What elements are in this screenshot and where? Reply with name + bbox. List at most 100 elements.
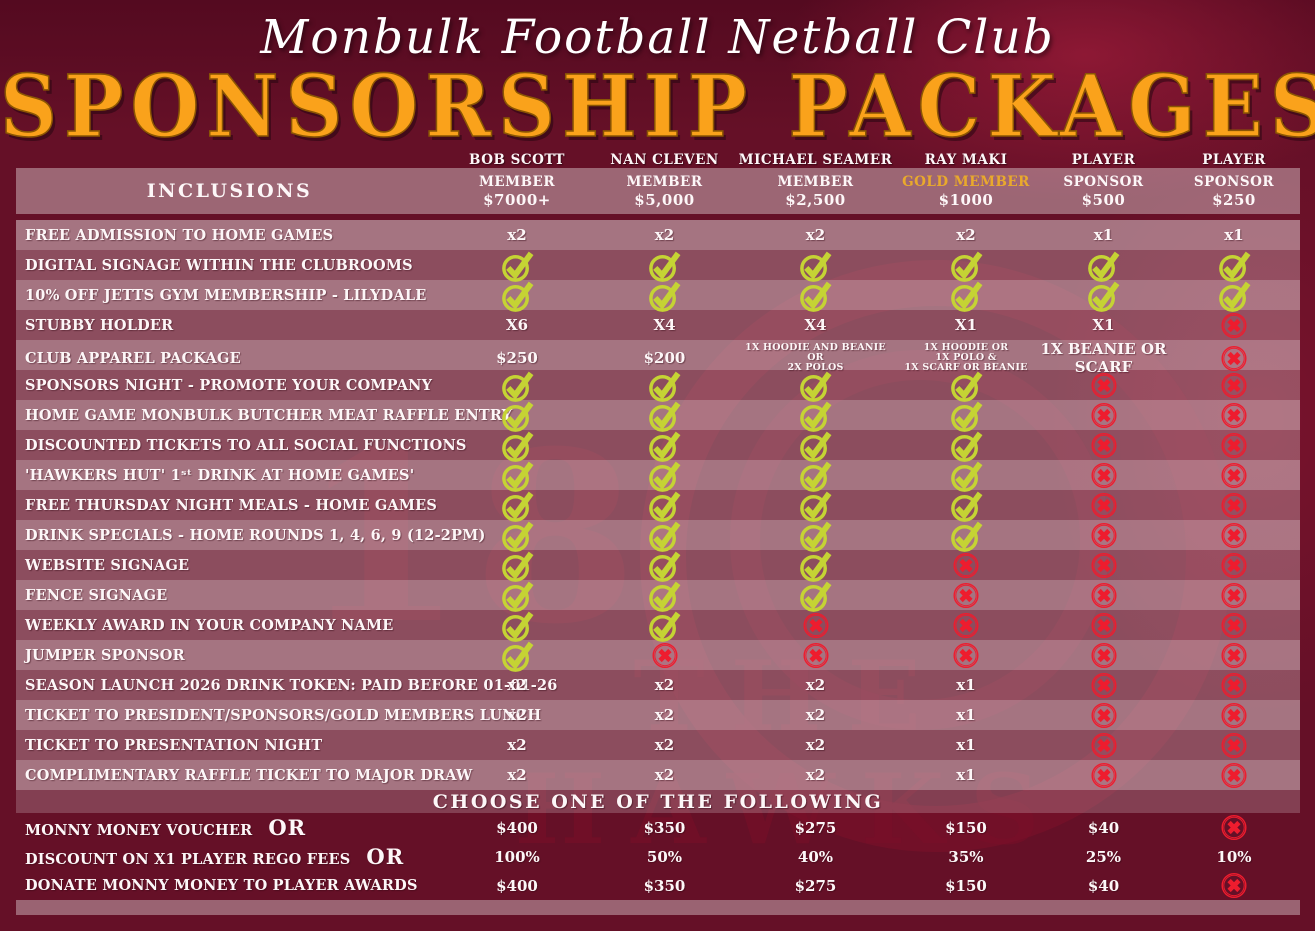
cell-mark xyxy=(738,581,893,612)
row-label: 10% OFF JETTS GYM MEMBERSHIP - LILYDALE xyxy=(25,286,427,304)
cell-mark xyxy=(1039,582,1168,608)
cell-value: x2 xyxy=(654,706,675,724)
cross-icon xyxy=(949,609,983,642)
cross-icon xyxy=(1087,459,1121,492)
package-tier: GOLD MEMBER xyxy=(902,174,1030,190)
cell-value: x2 xyxy=(654,676,675,694)
cell-mark xyxy=(1039,492,1168,518)
cell-mark xyxy=(1168,402,1300,428)
cell-mark xyxy=(893,582,1039,608)
check-icon xyxy=(948,518,985,553)
cell-mark xyxy=(443,281,591,312)
cross-icon xyxy=(1217,669,1251,702)
cell-mark xyxy=(1168,814,1300,841)
package-price: $1000 xyxy=(938,191,994,209)
cross-icon xyxy=(1217,609,1251,642)
cell-mark xyxy=(1168,372,1300,398)
package-name: RAY MAKI xyxy=(924,152,1008,168)
cell-mark xyxy=(443,611,591,642)
club-name: Monbulk Football Netball Club xyxy=(260,10,1055,65)
package-header: MEMBER $2,500 xyxy=(738,168,893,214)
cell-value: $40 xyxy=(1087,818,1120,837)
cross-icon xyxy=(1087,729,1121,762)
cell-value: $200 xyxy=(643,349,686,367)
package-price: $500 xyxy=(1081,191,1126,209)
package-name: MICHAEL SEAMER xyxy=(738,152,893,168)
cell-mark xyxy=(443,431,591,462)
cell-mark xyxy=(443,641,591,672)
cell-value: $250 xyxy=(496,349,538,367)
cell-mark xyxy=(1168,872,1300,899)
check-icon xyxy=(797,488,834,523)
cell-mark xyxy=(1168,612,1300,638)
cell-mark xyxy=(738,521,893,552)
package-header: GOLD MEMBER $1000 xyxy=(893,168,1039,214)
cell-mark xyxy=(893,521,1039,552)
package-price: $7000+ xyxy=(483,191,551,209)
cell-value: 35% xyxy=(948,847,984,866)
cell-mark xyxy=(1168,432,1300,458)
cell-value: $350 xyxy=(643,818,686,837)
cross-icon xyxy=(799,609,833,642)
table-row: DIGITAL SIGNAGE WITHIN THE CLUBROOMS xyxy=(16,250,1300,282)
cross-icon xyxy=(1087,489,1121,522)
table-body: FREE ADMISSION TO HOME GAMES x2 x2 x2 x2 x1 x1… xyxy=(16,220,1300,790)
cell-value: $40 xyxy=(1087,876,1120,895)
cell-mark xyxy=(893,431,1039,462)
package-header: MEMBER $7000+ xyxy=(443,168,591,214)
table-row: FENCE SIGNAGE xyxy=(16,579,1300,612)
check-icon xyxy=(797,368,834,403)
cell-mark xyxy=(893,642,1039,668)
cross-icon xyxy=(1217,729,1251,762)
cell-value: X1 xyxy=(954,316,978,334)
cell-mark xyxy=(738,461,893,492)
package-name: PLAYER xyxy=(1071,152,1136,168)
cell-mark xyxy=(1168,552,1300,578)
cell-mark xyxy=(738,551,893,582)
cell-value: 1X HOODIE AND BEANIE OR 2X POLOS xyxy=(745,342,886,373)
cell-mark xyxy=(1168,762,1300,788)
cross-icon xyxy=(1217,811,1251,844)
cell-mark xyxy=(1039,402,1168,428)
cell-value: 25% xyxy=(1085,847,1122,866)
cross-icon xyxy=(1217,519,1251,552)
row-label: COMPLIMENTARY RAFFLE TICKET TO MAJOR DRA… xyxy=(25,766,473,784)
cross-icon xyxy=(1217,579,1251,612)
row-label: DRINK SPECIALS - HOME ROUNDS 1, 4, 6, 9 … xyxy=(25,526,486,544)
cell-value: x2 xyxy=(805,226,826,244)
cell-mark xyxy=(443,401,591,432)
cross-icon xyxy=(949,549,983,582)
cell-mark xyxy=(591,551,738,582)
cell-mark xyxy=(1168,732,1300,758)
row-label: CLUB APPAREL PACKAGE xyxy=(25,349,241,367)
check-icon xyxy=(499,368,536,403)
cross-icon xyxy=(1087,579,1121,612)
check-icon xyxy=(499,428,536,463)
choose-body: MONNY MONEY VOUCHER OR $400 $350 $275 $150 $40… xyxy=(16,813,1300,900)
cell-mark xyxy=(443,461,591,492)
cell-mark xyxy=(893,461,1039,492)
cell-value: X1 xyxy=(1092,316,1115,334)
cell-mark xyxy=(738,431,893,462)
package-price: $250 xyxy=(1212,191,1256,209)
cell-mark xyxy=(443,251,591,282)
cell-mark xyxy=(893,371,1039,402)
cross-icon xyxy=(1217,309,1251,342)
table-row: TICKET TO PRESIDENT/SPONSORS/GOLD MEMBER… xyxy=(16,700,1300,730)
cell-mark xyxy=(738,251,893,282)
cross-icon xyxy=(1217,459,1251,492)
table-row: DISCOUNTED TICKETS TO ALL SOCIAL FUNCTIO… xyxy=(16,430,1300,462)
package-tier: SPONSOR xyxy=(1063,174,1144,190)
cross-icon xyxy=(1087,369,1121,402)
cell-value: X4 xyxy=(653,316,676,334)
cross-icon xyxy=(1087,639,1121,672)
cross-icon xyxy=(1217,759,1251,792)
cell-mark xyxy=(1168,312,1300,338)
cross-icon xyxy=(1217,399,1251,432)
row-label: DONATE MONNY MONEY TO PLAYER AWARDS xyxy=(16,877,443,894)
check-icon xyxy=(499,278,536,313)
or-label: OR xyxy=(268,815,307,840)
choose-row: MONNY MONEY VOUCHER OR $400 $350 $275 $150 $40 xyxy=(16,813,1300,842)
cross-icon xyxy=(949,579,983,612)
package-tier: MEMBER xyxy=(626,174,703,190)
